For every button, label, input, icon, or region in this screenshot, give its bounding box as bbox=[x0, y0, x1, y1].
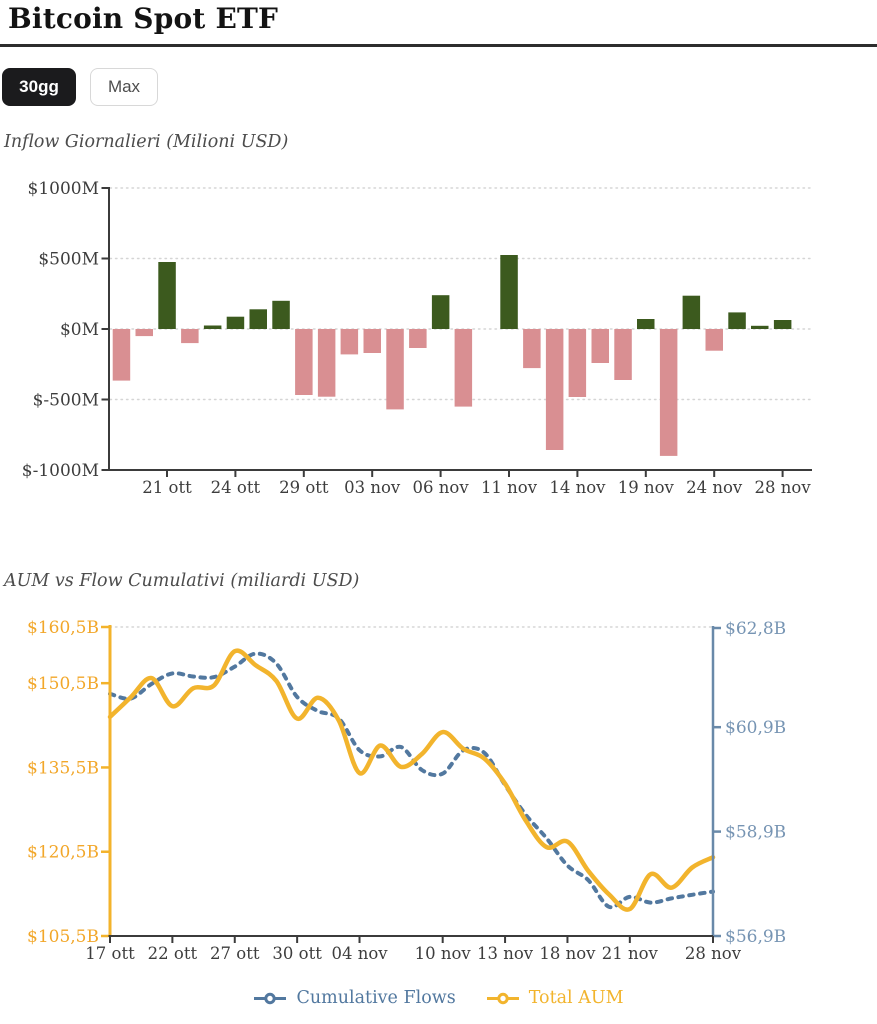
right-tick-label: $62,8B bbox=[725, 619, 786, 639]
x-tick-label: 18 nov bbox=[539, 944, 596, 963]
x-tick-label: 17 ott bbox=[85, 944, 135, 963]
left-tick-label: $105,5B bbox=[27, 927, 99, 947]
legend-item-total-aum[interactable]: Total AUM bbox=[486, 988, 624, 1008]
right-tick-label: $60,9B bbox=[725, 718, 786, 738]
x-tick-label: 24 ott bbox=[211, 478, 261, 497]
daily-inflow-chart-title: Inflow Giornalieri (Milioni USD) bbox=[4, 132, 289, 152]
inflow-bar bbox=[272, 300, 290, 329]
title-divider bbox=[0, 44, 877, 47]
inflow-bar bbox=[249, 309, 267, 329]
inflow-bar bbox=[135, 329, 153, 337]
total-aum-line bbox=[107, 648, 716, 912]
inflow-bar bbox=[523, 329, 541, 369]
inflow-bar bbox=[591, 329, 609, 363]
inflow-bar bbox=[454, 329, 473, 407]
x-tick-label: 19 nov bbox=[618, 478, 675, 497]
x-tick-label: 28 nov bbox=[755, 478, 812, 497]
range-30d-button[interactable]: 30gg bbox=[2, 68, 76, 106]
solid-line-marker-icon bbox=[486, 992, 519, 1004]
page-title: Bitcoin Spot ETF bbox=[8, 2, 279, 35]
left-tick-label: $150,5B bbox=[27, 674, 99, 694]
left-tick-label: $120,5B bbox=[27, 843, 99, 863]
right-tick-label: $58,9B bbox=[725, 823, 786, 843]
x-tick-label: 24 nov bbox=[686, 478, 743, 497]
inflow-bar bbox=[614, 329, 632, 380]
x-tick-label: 22 ott bbox=[148, 944, 198, 963]
inflow-bar bbox=[637, 319, 655, 329]
inflow-bar bbox=[705, 329, 723, 351]
inflow-bar bbox=[431, 295, 450, 329]
x-tick-label: 21 nov bbox=[602, 944, 659, 963]
y-tick-label: $500M bbox=[38, 250, 99, 270]
x-tick-label: 30 ott bbox=[272, 944, 322, 963]
left-tick-label: $160,5B bbox=[27, 618, 99, 638]
inflow-bar bbox=[568, 329, 587, 397]
inflow-bar bbox=[340, 329, 359, 355]
right-tick-label: $56,9B bbox=[725, 927, 786, 947]
legend-label: Total AUM bbox=[528, 988, 624, 1008]
x-tick-label: 21 ott bbox=[142, 478, 192, 497]
x-tick-label: 29 ott bbox=[279, 478, 329, 497]
inflow-bar bbox=[158, 262, 176, 329]
x-tick-label: 04 nov bbox=[331, 944, 388, 963]
inflow-bar bbox=[751, 325, 769, 329]
inflow-bar bbox=[363, 329, 381, 353]
aum-vs-flows-chart-title: AUM vs Flow Cumulativi (miliardi USD) bbox=[4, 571, 360, 591]
left-tick-label: $135,5B bbox=[27, 758, 99, 778]
inflow-bar bbox=[659, 329, 678, 456]
y-tick-label: $-500M bbox=[33, 391, 99, 411]
x-tick-label: 14 nov bbox=[549, 478, 606, 497]
legend-label: Cumulative Flows bbox=[296, 988, 456, 1008]
x-tick-label: 27 ott bbox=[210, 944, 260, 963]
x-tick-label: 11 nov bbox=[481, 478, 538, 497]
inflow-bar bbox=[545, 329, 564, 450]
dashed-line-marker-icon bbox=[254, 992, 287, 1004]
x-tick-label: 03 nov bbox=[344, 478, 401, 497]
inflow-bar bbox=[203, 325, 222, 329]
inflow-bar bbox=[386, 329, 404, 410]
chart-legend: Cumulative Flows Total AUM bbox=[0, 988, 877, 1008]
inflow-bar bbox=[409, 329, 427, 348]
inflow-bar bbox=[317, 329, 336, 397]
inflow-bar bbox=[226, 316, 245, 329]
inflow-bar bbox=[181, 329, 199, 344]
cumulative-flows-line bbox=[108, 651, 715, 910]
y-tick-label: $1000M bbox=[28, 179, 100, 199]
inflow-bar bbox=[773, 320, 792, 329]
inflow-bar bbox=[295, 329, 313, 395]
aum-vs-flows-line-chart: $160,5B $150,5B $135,5B $120,5B $105,5B $62,8… bbox=[27, 618, 786, 963]
x-tick-label: 13 nov bbox=[477, 944, 534, 963]
y-tick-label: $-1000M bbox=[22, 461, 99, 481]
x-tick-label: 10 nov bbox=[415, 944, 472, 963]
range-max-button[interactable]: Max bbox=[90, 68, 158, 106]
inflow-bar bbox=[112, 329, 131, 381]
inflow-bar bbox=[500, 255, 518, 329]
x-tick-label: 28 nov bbox=[685, 944, 742, 963]
inflow-bar bbox=[728, 312, 746, 329]
daily-inflow-bar-chart: $1000M $500M $0M $-500M $-1000M 21 ott 24 ott 2… bbox=[22, 179, 812, 497]
inflow-bar bbox=[682, 295, 701, 329]
x-tick-label: 06 nov bbox=[413, 478, 470, 497]
y-tick-label: $0M bbox=[60, 320, 99, 340]
legend-item-cumulative-flows[interactable]: Cumulative Flows bbox=[253, 988, 456, 1008]
